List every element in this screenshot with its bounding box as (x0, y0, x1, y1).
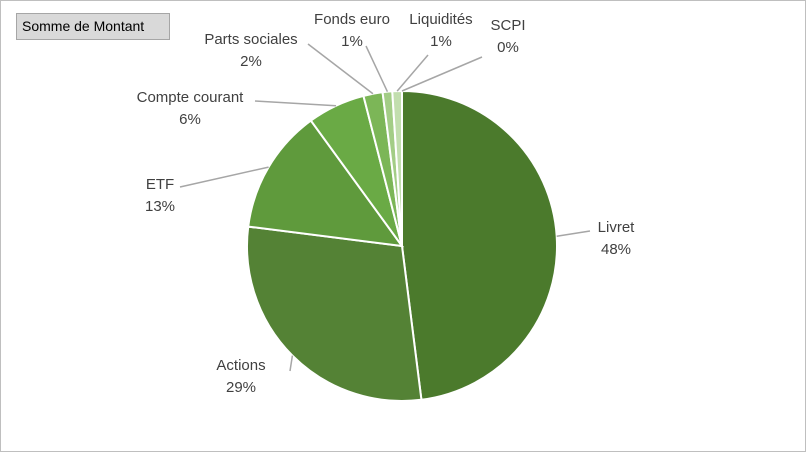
data-label-name: Parts sociales (204, 31, 297, 48)
leader-line (254, 100, 337, 107)
data-label-value: 29% (226, 379, 256, 396)
leader-line (179, 166, 269, 188)
data-label-value: 0% (497, 39, 519, 56)
data-label-name: Fonds euro (314, 11, 390, 28)
data-label-name: Livret (598, 219, 636, 236)
data-label-name: SCPI (490, 17, 525, 34)
data-label-name: ETF (146, 176, 174, 193)
data-label-value: 1% (430, 33, 452, 50)
data-label-value: 6% (179, 111, 201, 128)
data-label-value: 48% (601, 241, 631, 258)
leader-line (401, 56, 483, 92)
field-button[interactable]: Somme de Montant (16, 13, 170, 40)
leader-line (365, 45, 389, 93)
leader-line (396, 54, 429, 92)
data-label-value: 2% (240, 53, 262, 70)
leader-line (289, 355, 294, 372)
leader-line (556, 230, 591, 238)
data-label-name: Liquidités (409, 11, 472, 28)
data-label-name: Compte courant (137, 89, 245, 106)
data-label-value: 13% (145, 198, 175, 215)
data-label-value: 1% (341, 33, 363, 50)
pie-slice (247, 119, 405, 248)
data-label-name: Actions (216, 357, 265, 374)
leader-line (307, 43, 374, 95)
